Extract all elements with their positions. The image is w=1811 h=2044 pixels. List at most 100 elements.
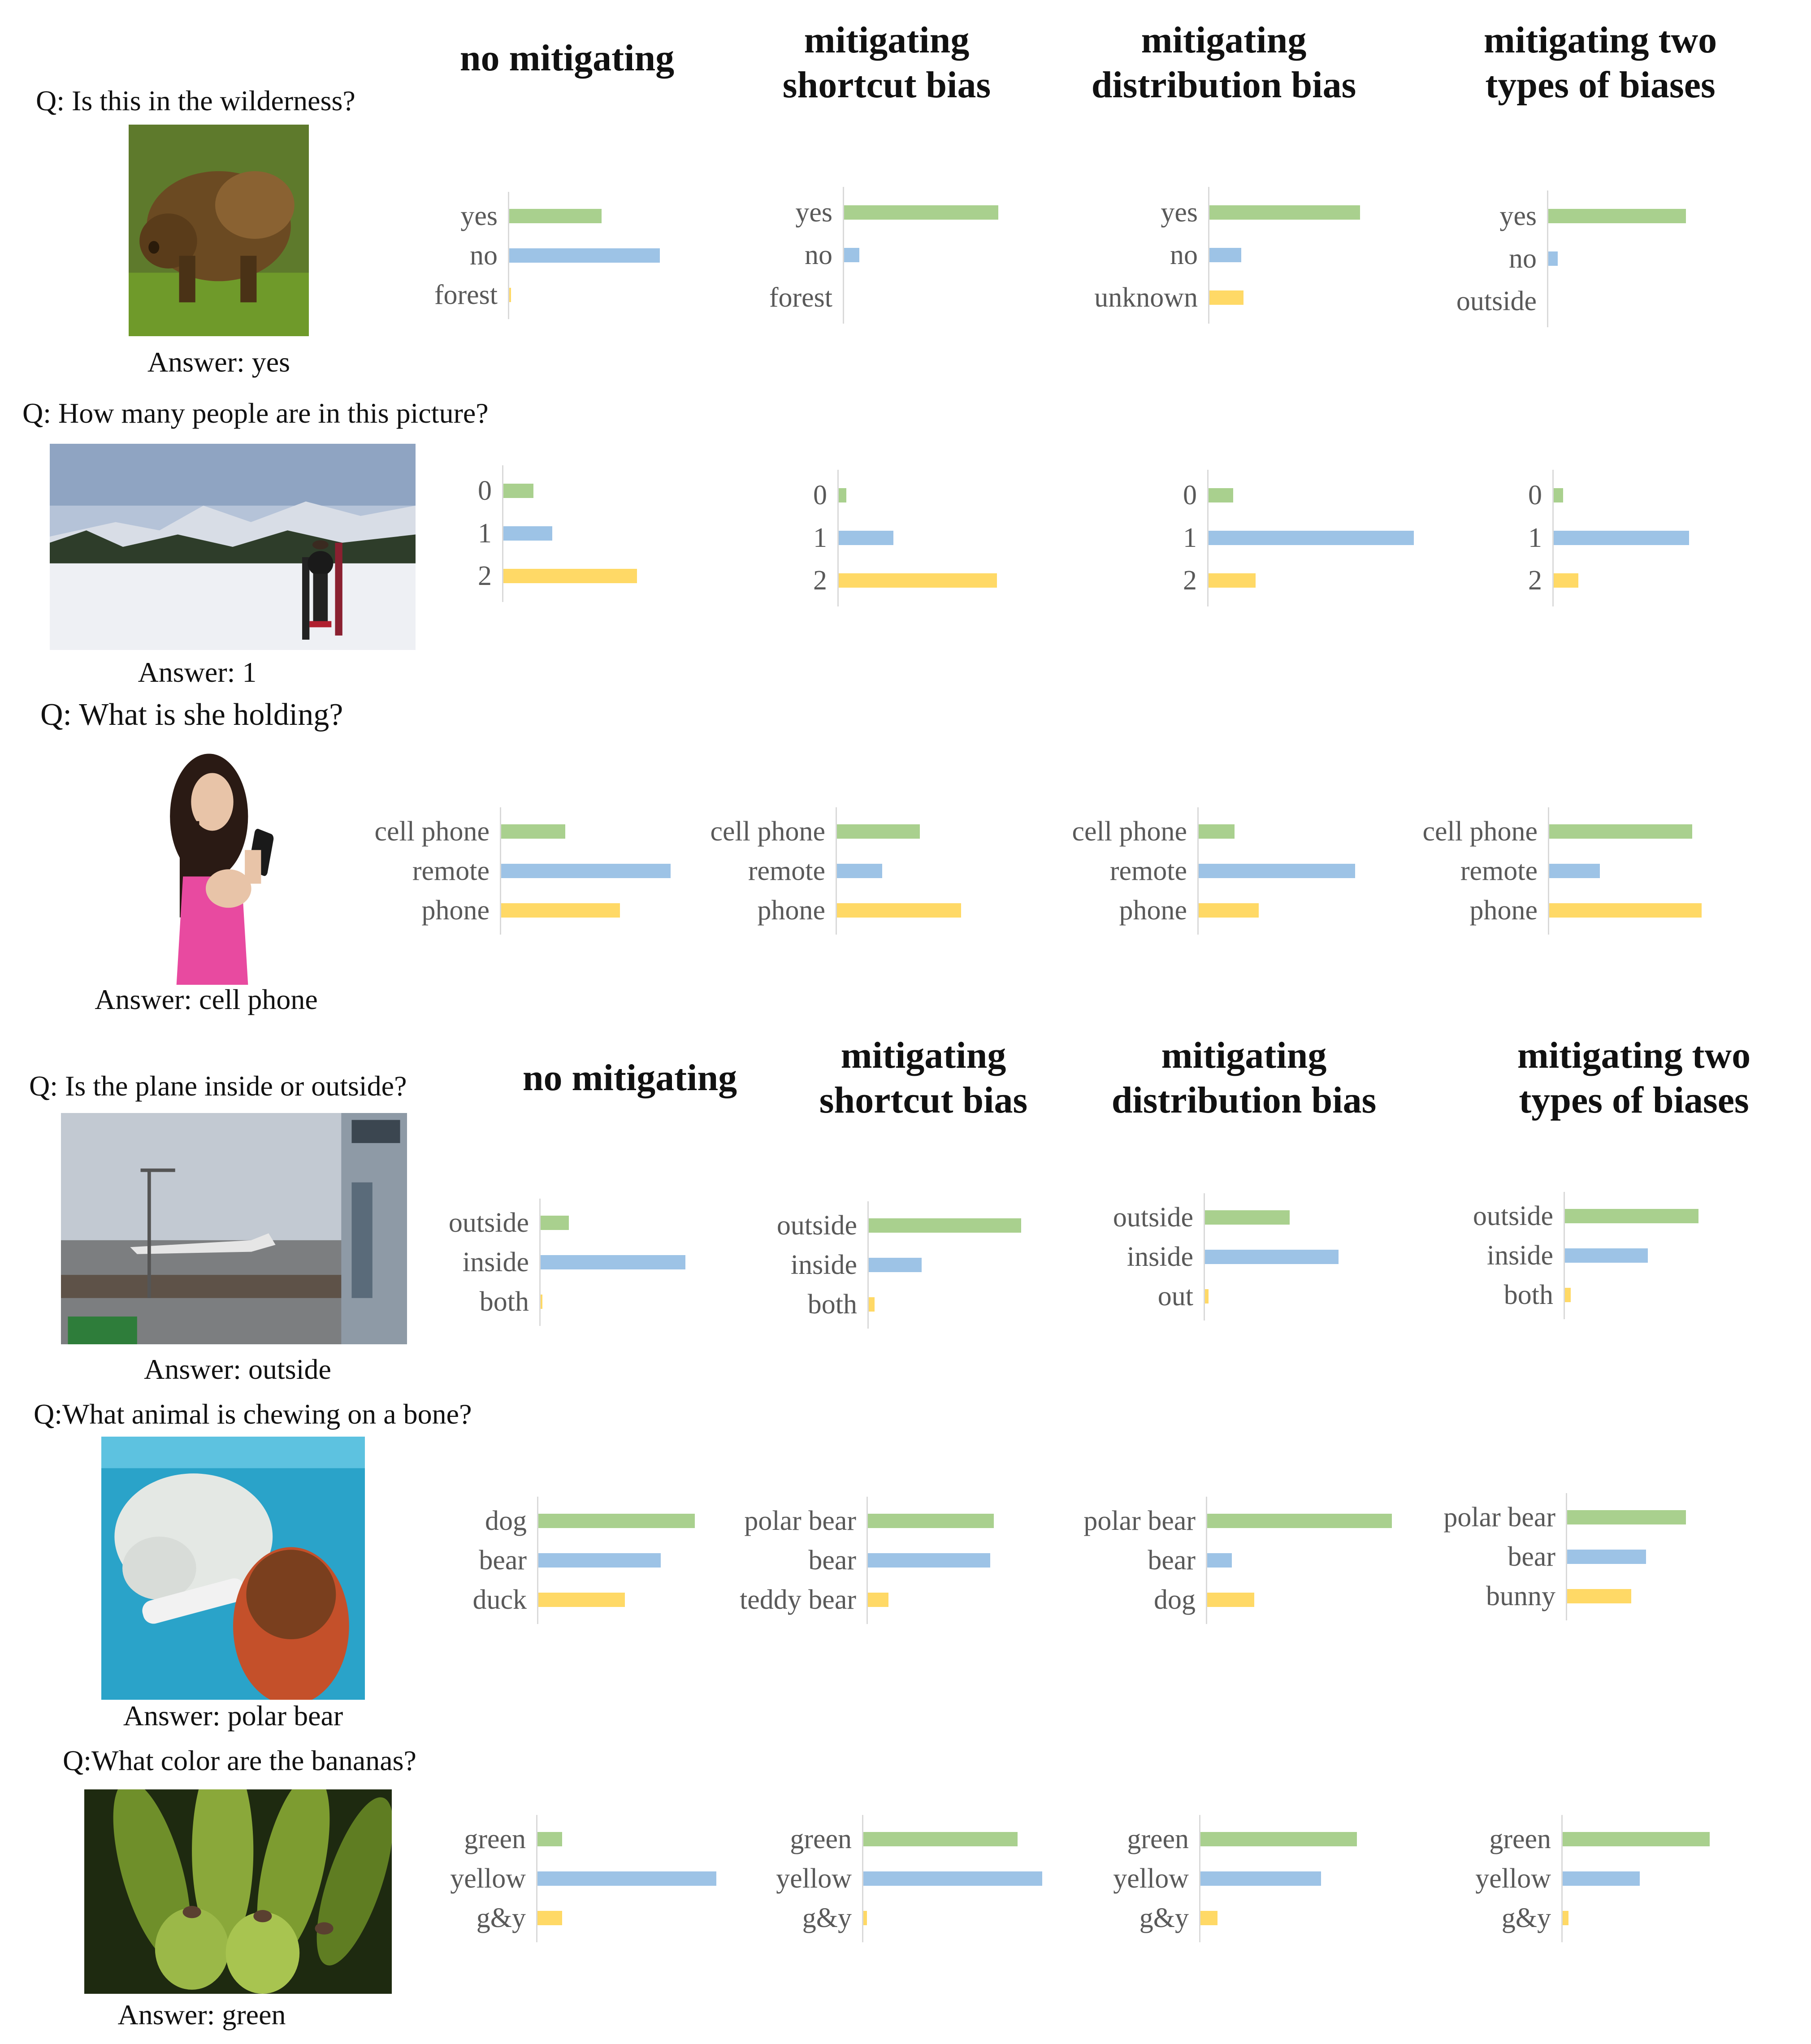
answer-people-count: Answer: 1: [138, 656, 257, 688]
bar-middle: [1207, 1553, 1232, 1568]
category-label: unknown: [1094, 282, 1198, 313]
answer-banana-color: Answer: green: [117, 1999, 286, 2031]
bar-top: [1567, 1510, 1686, 1524]
header-bottom-shortcut-bias: mitigating shortcut bias: [819, 1035, 1028, 1121]
category-label: phone: [1469, 895, 1538, 926]
bar-middle: [1209, 248, 1242, 262]
category-label: phone: [1119, 895, 1187, 926]
bar-top: [863, 1832, 1018, 1846]
chart-axis-line: [536, 1815, 537, 1942]
category-label: outside: [1113, 1202, 1193, 1233]
bar-bottom: [538, 1593, 625, 1607]
chart-axis-line: [867, 1201, 869, 1329]
bar-top: [509, 209, 602, 223]
bar-bottom: [1199, 903, 1259, 918]
category-label: outside: [448, 1208, 529, 1238]
bar-top: [1205, 1210, 1290, 1225]
answer-holding: Answer: cell phone: [95, 983, 318, 1015]
bar-middle: [837, 864, 882, 878]
bar-middle: [1567, 1550, 1646, 1564]
chart-axis-line: [502, 465, 503, 602]
bar-bottom: [1563, 1911, 1568, 1925]
bar-middle: [1548, 251, 1558, 266]
category-label: bear: [808, 1545, 856, 1576]
bar-middle: [1563, 1871, 1640, 1886]
chart-axis-line: [1204, 1193, 1205, 1321]
answer-plane: Answer: outside: [144, 1353, 331, 1385]
bar-middle: [869, 1258, 922, 1272]
category-label: teddy bear: [740, 1585, 856, 1615]
category-label: bear: [479, 1545, 527, 1576]
category-label: inside: [462, 1247, 529, 1278]
question-people-count: Q: How many people are in this picture?: [22, 397, 489, 429]
category-label: remote: [412, 856, 490, 886]
bar-middle: [538, 1553, 661, 1568]
category-label: 1: [478, 518, 492, 549]
bar-top: [1207, 1514, 1392, 1528]
category-label: phone: [757, 895, 825, 926]
bar-top: [1209, 205, 1360, 220]
category-label: cell phone: [374, 816, 490, 847]
chart-axis-line: [1566, 1493, 1567, 1620]
category-label: forest: [769, 282, 832, 313]
category-label: cell phone: [710, 816, 825, 847]
category-label: yellow: [1475, 1863, 1551, 1894]
bar-bottom: [509, 288, 511, 302]
header-top-distribution-bias: mitigating distribution bias: [1091, 19, 1356, 106]
bar-middle: [839, 531, 893, 545]
answer-animal: Answer: polar bear: [123, 1700, 343, 1732]
category-label: out: [1157, 1281, 1193, 1312]
chart-axis-line: [1561, 1815, 1563, 1942]
chart-axis-line: [1547, 190, 1548, 327]
category-label: outside: [776, 1210, 857, 1241]
category-label: no: [805, 240, 832, 270]
bar-top: [538, 1514, 695, 1528]
polar-bear-photo: [101, 1437, 365, 1700]
category-label: both: [479, 1286, 529, 1317]
category-label: both: [1503, 1280, 1553, 1310]
skier-photo: [50, 444, 416, 650]
category-label: dog: [485, 1506, 527, 1536]
question-holding: Q: What is she holding?: [40, 697, 343, 732]
bar-middle: [844, 248, 859, 262]
chart-axis-line: [843, 186, 844, 324]
category-label: outside: [1456, 286, 1537, 316]
header-bottom-distribution-bias: mitigating distribution bias: [1111, 1035, 1377, 1121]
chart-axis-line: [1197, 807, 1199, 935]
header-top-no-mitigating: no mitigating: [459, 37, 675, 79]
chart-axis-line: [500, 807, 501, 935]
category-label: 0: [1183, 480, 1197, 511]
category-label: remote: [1460, 856, 1538, 886]
bar-top: [541, 1216, 569, 1230]
woman-phone-photo: [131, 744, 294, 985]
category-label: 0: [813, 480, 827, 511]
bar-bottom: [1209, 573, 1256, 588]
category-label: inside: [1486, 1240, 1553, 1271]
header-bottom-two-biases: mitigating two types of biases: [1517, 1035, 1751, 1121]
bar-middle: [868, 1553, 990, 1568]
category-label: inside: [1126, 1242, 1193, 1272]
category-label: polar bear: [1083, 1506, 1196, 1536]
header-top-shortcut-bias: mitigating shortcut bias: [782, 19, 991, 106]
chart-axis-line: [1564, 1192, 1565, 1319]
category-label: 1: [1528, 523, 1542, 553]
category-label: 1: [813, 523, 827, 553]
chart-axis-line: [1208, 186, 1209, 324]
bar-bottom: [863, 1911, 867, 1925]
bar-bottom: [503, 569, 637, 583]
bar-bottom: [839, 573, 997, 588]
category-label: yellow: [776, 1863, 852, 1894]
chart-axis-line: [1207, 469, 1209, 606]
bar-middle: [1200, 1871, 1321, 1886]
bar-top: [837, 824, 920, 839]
category-label: dog: [1154, 1585, 1196, 1615]
bar-top: [537, 1832, 562, 1846]
question-banana-color: Q:What color are the bananas?: [63, 1745, 416, 1776]
bar-top: [501, 824, 565, 839]
category-label: phone: [421, 895, 490, 926]
bar-top: [1200, 1832, 1357, 1846]
chart-axis-line: [836, 807, 837, 935]
bananas-photo: [84, 1789, 392, 1994]
category-label: outside: [1473, 1201, 1553, 1231]
bar-middle: [503, 526, 553, 541]
